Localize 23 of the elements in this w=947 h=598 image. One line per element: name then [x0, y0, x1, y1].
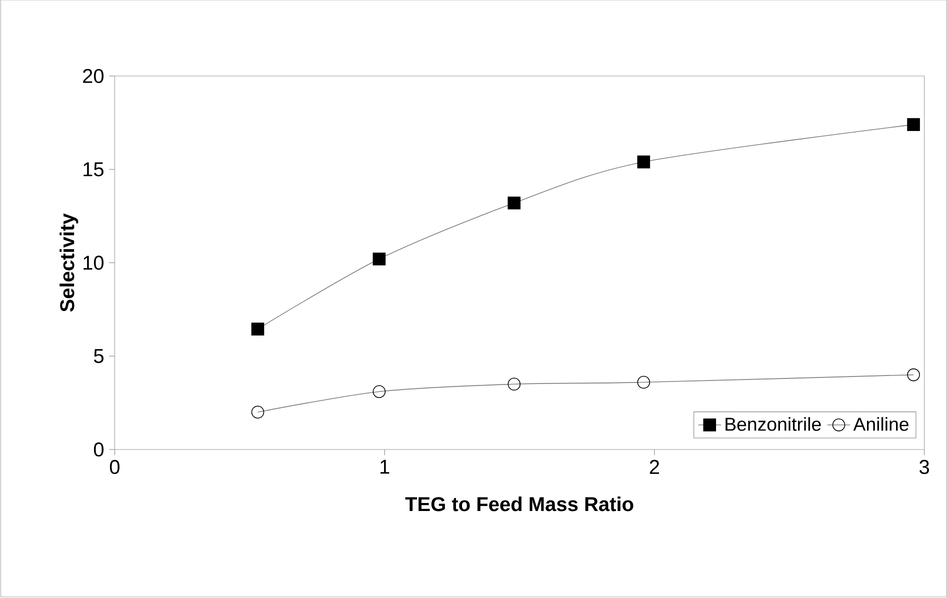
y-tick-label: 15 [84, 162, 104, 177]
y-axis-title: Selectivity [60, 214, 78, 312]
y-tick-label: 20 [83, 69, 104, 84]
point [251, 406, 264, 419]
point [907, 368, 920, 382]
point [907, 118, 920, 132]
x-tick-label: 3 [920, 460, 930, 474]
legend-label: Aniline [853, 417, 908, 432]
y-tick-label: 10 [84, 256, 104, 270]
point [508, 196, 521, 210]
x-tick-label: 0 [110, 460, 120, 474]
x-axis-title: TEG to Feed Mass Ratio [405, 496, 634, 512]
point [508, 378, 521, 391]
y-tick-label: 0 [94, 442, 104, 457]
x-tick-label: 2 [650, 460, 660, 474]
legend-label: Benzonitrile [726, 417, 821, 432]
y-tick-label: 5 [94, 349, 104, 364]
point [372, 252, 386, 266]
x-tick-label: 1 [380, 460, 390, 474]
point [637, 376, 650, 389]
point [372, 385, 386, 398]
point [251, 322, 264, 336]
point [637, 156, 650, 169]
